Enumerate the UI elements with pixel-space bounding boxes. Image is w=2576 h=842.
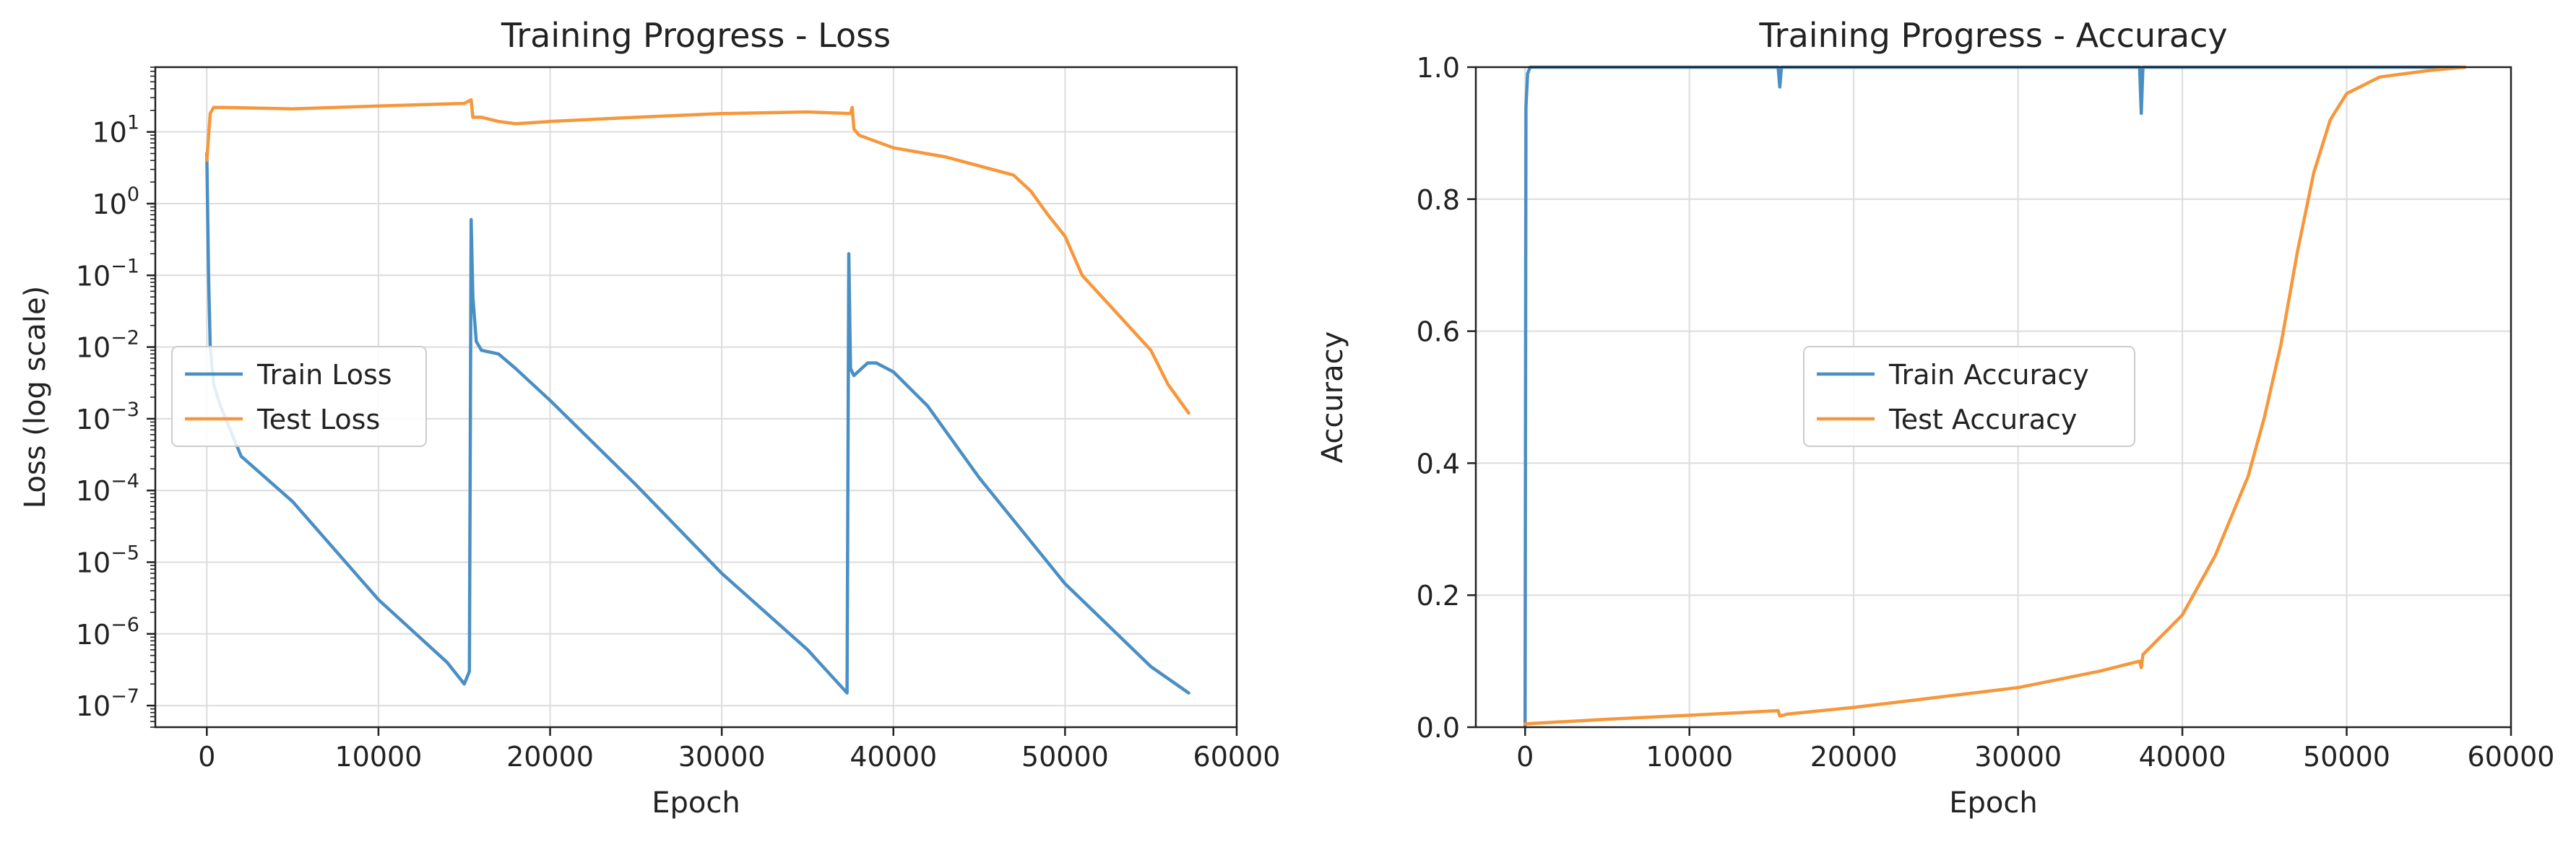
accuracy-ytick-label: 0.6	[1417, 316, 1460, 348]
loss-ytick-label: 101	[92, 112, 139, 149]
loss-series-line-1	[205, 98, 1190, 415]
loss-chart: Training Progress - Loss Epoch Loss (log…	[19, 16, 1280, 820]
loss-chart-series	[205, 98, 1190, 695]
accuracy-xtick-label: 30000	[1974, 741, 2062, 773]
accuracy-xtick-label: 20000	[1810, 741, 1898, 773]
accuracy-chart-xlabel: Epoch	[1949, 786, 2037, 820]
accuracy-legend-label: Train Accuracy	[1888, 359, 2089, 391]
loss-ytick-label: 10−4	[76, 470, 139, 507]
loss-xtick-label: 60000	[1193, 741, 1281, 773]
loss-chart-title: Training Progress - Loss	[501, 16, 891, 55]
accuracy-ytick-label: 0.8	[1417, 184, 1460, 216]
loss-xtick-label: 20000	[506, 741, 594, 773]
accuracy-ytick-label: 0.0	[1417, 712, 1460, 744]
accuracy-xtick-label: 0	[1516, 741, 1534, 773]
loss-chart-ticks: 0 10000 20000 30000 40000 50000 60000 10−7 10−6 1…	[76, 66, 1281, 773]
accuracy-chart: Training Progress - Accuracy Epoch Accur…	[1316, 16, 2554, 820]
accuracy-chart-title: Training Progress - Accuracy	[1758, 16, 2227, 55]
accuracy-series-line-0	[1523, 65, 2467, 729]
accuracy-chart-ylabel: Accuracy	[1316, 331, 1349, 464]
loss-chart-legend: Train Loss Test Loss	[171, 346, 427, 447]
accuracy-xtick-label: 10000	[1646, 741, 1733, 773]
loss-xtick-label: 0	[198, 741, 215, 773]
accuracy-xtick-label: 40000	[2139, 741, 2226, 773]
accuracy-ytick-label: 1.0	[1417, 52, 1460, 84]
loss-chart-xlabel: Epoch	[652, 786, 740, 820]
loss-series-line-0	[205, 152, 1190, 695]
accuracy-chart-frame	[1474, 66, 2512, 729]
loss-ytick-label: 10−6	[76, 614, 139, 651]
loss-ytick-label: 10−3	[76, 399, 139, 435]
accuracy-chart-series	[1523, 65, 2467, 729]
loss-ytick-label: 10−7	[76, 685, 139, 722]
accuracy-legend-label: Test Accuracy	[1888, 404, 2077, 435]
loss-ytick-label: 10−1	[76, 255, 139, 292]
loss-xtick-label: 10000	[334, 741, 422, 773]
loss-legend-label: Test Loss	[256, 404, 380, 435]
accuracy-series-line-1	[1523, 65, 2467, 726]
loss-xtick-label: 30000	[678, 741, 766, 773]
loss-legend-label: Train Loss	[256, 359, 392, 391]
accuracy-chart-legend: Train Accuracy Test Accuracy	[1803, 346, 2135, 447]
loss-ytick-label: 10−5	[76, 542, 139, 579]
accuracy-chart-ticks: 0 10000 20000 30000 40000 50000 60000 0.0 0.2 0.4…	[1417, 52, 2555, 773]
accuracy-xtick-label: 60000	[2468, 741, 2555, 773]
accuracy-xtick-label: 50000	[2303, 741, 2390, 773]
loss-ytick-label: 10−2	[76, 327, 139, 364]
loss-xtick-label: 40000	[850, 741, 937, 773]
loss-chart-ylabel: Loss (log scale)	[19, 286, 52, 508]
loss-ytick-label: 100	[92, 183, 139, 220]
accuracy-ytick-label: 0.4	[1417, 448, 1460, 479]
loss-legend-box	[171, 346, 427, 447]
accuracy-ytick-label: 0.2	[1417, 580, 1460, 612]
loss-xtick-label: 50000	[1021, 741, 1109, 773]
accuracy-legend-box	[1803, 346, 2135, 447]
